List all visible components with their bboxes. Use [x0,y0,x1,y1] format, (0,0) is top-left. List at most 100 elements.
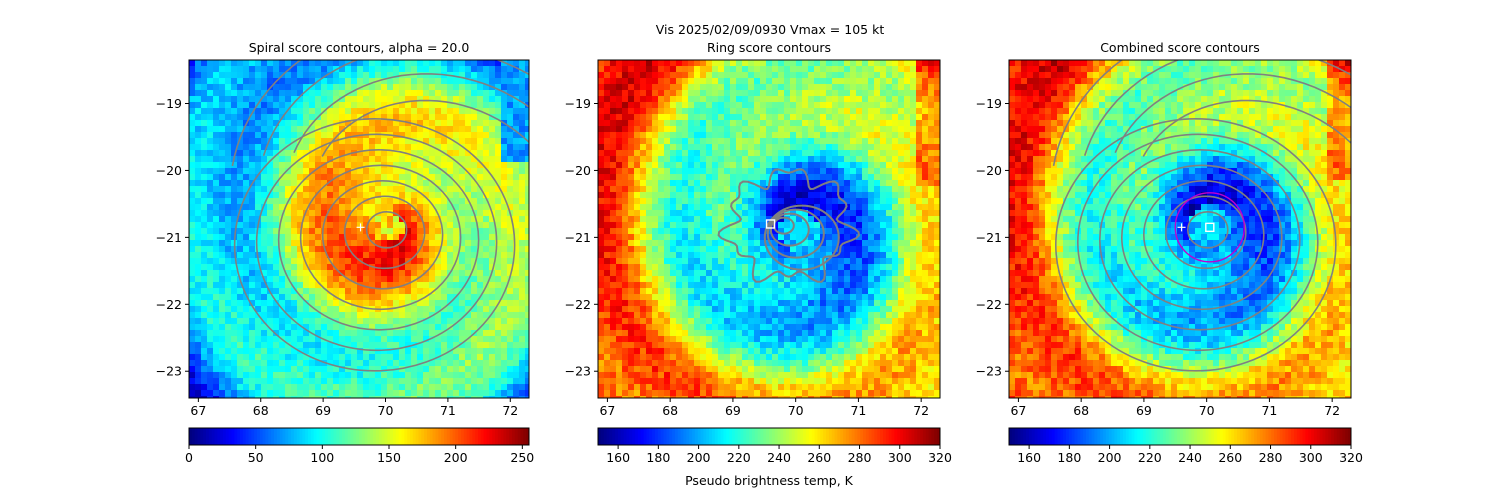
center-square-marker [1205,222,1215,233]
colorbar-cell [523,428,527,445]
colorbar-cell [1302,428,1306,445]
colorbar-cell [655,428,659,445]
colorbar-cell [894,428,898,445]
colorbar-cell [1057,428,1061,445]
colorbar-cell [1140,428,1144,445]
colorbar-cell [208,428,213,445]
colorbar-cell [1040,428,1044,445]
colorbar-cell [526,428,530,445]
heatmap-image [189,60,529,398]
colorbar-cell [848,428,853,445]
colorbar-cell [1194,428,1198,445]
colorbar-cell [1120,428,1124,445]
colorbar-cell [461,428,465,445]
colorbar-cell [706,428,710,445]
colorbar-cell [449,428,453,445]
x-tick-label: 72 [1324,403,1340,418]
colorbar-cell [1100,428,1104,445]
colorbar-cell [305,428,309,445]
colorbar-cell [837,428,841,445]
colorbar-cell [1011,428,1016,445]
colorbar-cell [322,428,326,445]
colorbar-cell [652,428,656,445]
colorbar-cell [376,428,380,445]
y-tick-label: −22 [976,297,1002,312]
y-tick-label: −22 [565,297,591,312]
colorbar-cell [649,428,653,445]
colorbar-cell [1091,428,1095,445]
colorbar-cell [937,428,941,445]
y-tick-label: −20 [976,163,1002,178]
x-tick-label: 67 [599,403,615,418]
colorbar-cell [251,428,255,445]
colorbar-cell [276,428,281,445]
colorbar-cell [777,428,781,445]
contour-ring-4 [1121,164,1283,311]
colorbar: 160 180 200 220 240 260 280 300 320 [1008,427,1363,465]
colorbar-cell [885,428,890,445]
colorbar-cell [914,428,918,445]
colorbar-cell [478,428,482,445]
colorbar-cell [1063,428,1067,445]
y-tick-label: −21 [565,230,591,245]
colorbar-cell [1228,428,1232,445]
colorbar-cell [1211,428,1215,445]
colorbar-cell [248,428,252,445]
colorbar-cell [1274,428,1278,445]
colorbar-cell [891,428,895,445]
colorbar-cell [635,428,639,445]
colorbar-cell [302,428,306,445]
colorbar-cell [237,428,241,445]
colorbar-cell [412,428,417,445]
x-tick-label: 70 [788,403,804,418]
colorbar-cell [897,428,901,445]
colorbar-cell [1202,428,1207,445]
y-tick-label: −19 [976,96,1002,111]
colorbar-cell [257,428,261,445]
colorbar-cell [514,428,519,445]
colorbar-cell [740,428,744,445]
contour-ring-6 [1077,133,1319,352]
ring-contour-inner-3 [766,208,825,259]
colorbar-cell [791,428,796,445]
colorbar-cell [1265,428,1269,445]
colorbar-cell [783,428,787,445]
colorbar-cell [463,428,468,445]
colorbar-cell [769,428,773,445]
contour-lines [717,168,861,283]
colorbar-tick-label: 180 [646,450,670,465]
colorbar-cell [472,428,476,445]
colorbar-cell [834,428,838,445]
colorbar-cell [1125,428,1130,445]
colorbar-cell [800,428,804,445]
colorbar-frame [188,427,530,446]
colorbar-cell [1142,428,1147,445]
colorbar-cell [731,428,736,445]
colorbar-cell [509,428,513,445]
contour-ring-1 [1187,211,1229,249]
colorbar-cell [1177,428,1181,445]
colorbar-cell [788,428,793,445]
x-tick-label: 71 [1261,403,1277,418]
colorbar-cell [1017,428,1021,445]
colorbar-cell [1285,428,1289,445]
panel-title: Ring score contours [707,40,831,55]
colorbar-cell [1333,428,1338,445]
contour-ring-6 [255,133,498,352]
colorbar-cell [1151,428,1155,445]
colorbar-cell [900,428,904,445]
colorbar-cell [1237,428,1241,445]
ring-circle [1174,192,1246,263]
colorbar-cell [1148,428,1152,445]
colorbar-tick-label: 200 [1098,450,1122,465]
colorbar-cell [826,428,830,445]
x-tick-label: 68 [1073,403,1089,418]
colorbar-cell [1157,428,1161,445]
colorbar-cell [1276,428,1281,445]
colorbar-cell [823,428,827,445]
colorbar-cell [1217,428,1221,445]
colorbar-cell [717,428,722,445]
colorbar-cell [1108,428,1113,445]
colorbar-cell [512,428,516,445]
